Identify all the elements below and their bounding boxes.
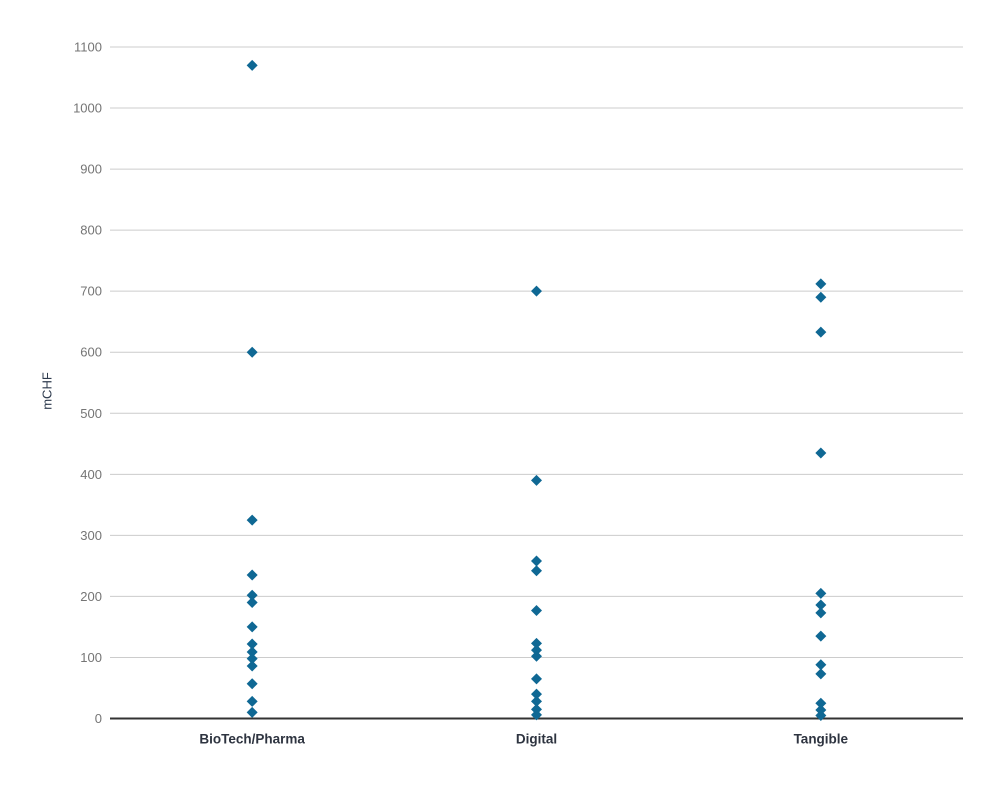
y-tick-label: 600 [80,345,102,360]
data-point-marker [815,697,827,709]
y-tick-label: 400 [80,467,102,482]
data-point-marker [246,589,258,601]
data-point-marker [531,637,542,649]
data-point-marker [531,285,542,297]
data-point-marker [815,599,827,611]
data-point-marker [531,565,542,577]
y-tick-label: 300 [80,528,102,543]
data-point-marker [531,688,542,700]
data-point-marker [815,709,827,721]
data-point-marker [246,695,258,707]
y-tick-label: 0 [95,711,102,726]
data-point-marker [246,597,258,609]
data-point-marker [531,604,542,616]
data-point-marker [815,278,827,290]
data-point-marker [246,59,258,71]
data-point-marker [531,709,542,721]
data-point-marker [246,346,258,358]
y-tick-label: 1000 [73,101,102,116]
data-point-marker [815,587,827,599]
y-axis-title: mCHF [39,372,55,410]
data-point-marker [246,678,258,690]
y-tick-label: 1100 [74,40,102,55]
data-point-marker [246,706,258,718]
data-point-marker [246,514,258,526]
y-tick-label: 500 [80,406,102,421]
data-point-marker [815,607,827,619]
x-category-label: Digital [516,732,557,747]
data-point-marker [246,621,258,633]
y-tick-label: 700 [80,284,102,299]
x-category-label: Tangible [794,732,849,747]
x-category-label: BioTech/Pharma [199,732,305,747]
data-point-marker [531,555,542,567]
data-point-marker [815,291,827,303]
data-point-marker [246,646,258,658]
data-point-marker [815,668,827,680]
data-point-marker [246,569,258,581]
data-point-marker [246,653,258,665]
y-tick-label: 200 [80,589,102,604]
y-tick-label: 100 [80,650,102,665]
data-point-marker [815,447,827,459]
data-point-marker [815,659,827,671]
data-point-marker [246,660,258,672]
data-point-marker [531,474,542,486]
data-point-marker [531,650,542,662]
data-point-marker [531,695,542,707]
data-point-marker [815,326,827,338]
data-point-marker [815,630,827,642]
y-tick-label: 900 [80,162,102,177]
data-point-marker [246,638,258,650]
data-point-marker [531,673,542,685]
y-tick-label: 800 [80,223,102,238]
data-point-marker [531,644,542,656]
